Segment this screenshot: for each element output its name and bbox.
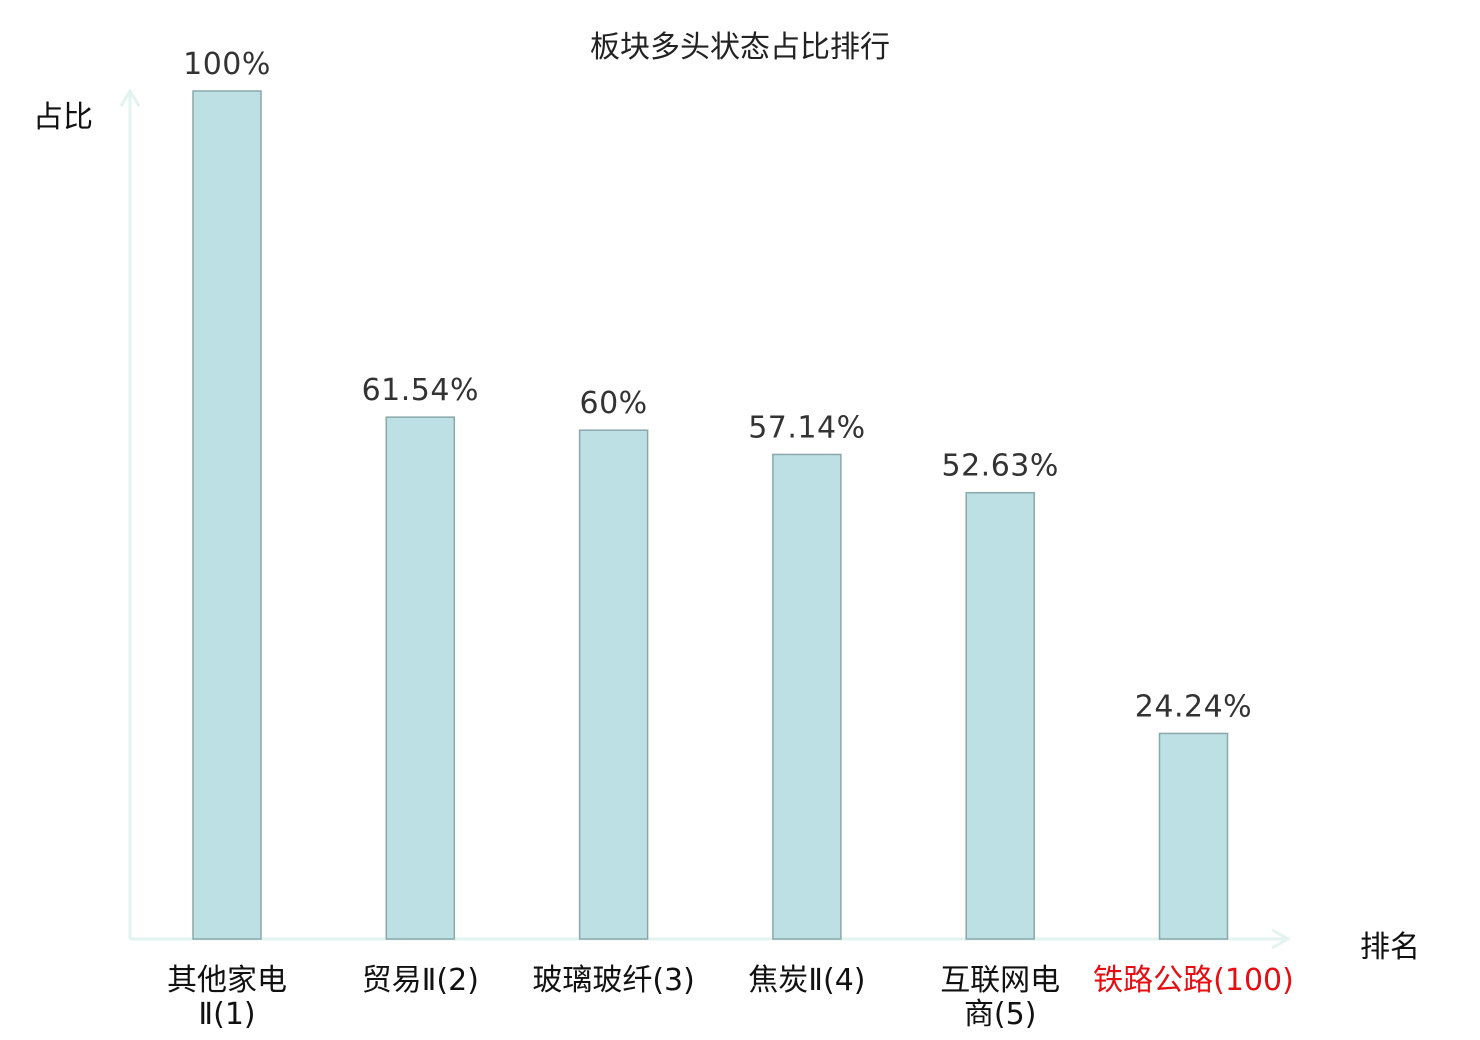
data-label: 60%	[580, 386, 648, 421]
x-axis-arrow	[1271, 928, 1292, 950]
x-tick-label: 贸易Ⅱ(2)	[361, 963, 479, 998]
bar	[385, 416, 456, 940]
x-axis-label: 排名	[1360, 930, 1420, 965]
bar	[1158, 732, 1229, 940]
y-axis-arrow	[119, 88, 141, 107]
chart-axes	[119, 88, 1292, 950]
x-tick-label: 玻璃玻纤(3)	[532, 963, 695, 998]
bar	[578, 429, 649, 940]
data-label: 52.63%	[942, 449, 1059, 484]
chart-title: 板块多头状态占比排行	[590, 30, 890, 65]
data-label: 24.24%	[1135, 689, 1252, 724]
data-label: 100%	[183, 47, 271, 82]
bar	[192, 90, 262, 940]
x-tick-label: 焦炭Ⅱ(4)	[748, 963, 866, 998]
bar-group	[192, 90, 1229, 940]
data-label: 61.54%	[362, 373, 479, 408]
bar	[772, 453, 842, 940]
y-axis-label: 占比	[33, 100, 93, 135]
value-label-group: 100% 61.54% 60% 57.14% 52.63% 24.24%	[183, 47, 1252, 724]
x-tick-label: 铁路公路(100)	[1093, 963, 1294, 998]
bar	[965, 491, 1035, 940]
x-tick-label: 互联网电商(5)	[940, 963, 1061, 1032]
data-label: 57.14%	[748, 410, 865, 445]
x-tick-label: 其他家电Ⅱ(1)	[167, 963, 287, 1032]
